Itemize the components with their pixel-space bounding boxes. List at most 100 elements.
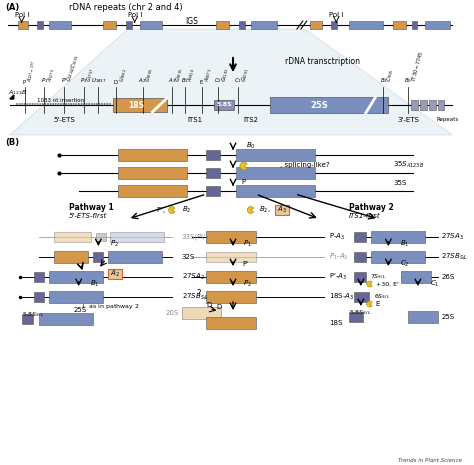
- Text: 5.8S: 5.8S: [216, 102, 232, 107]
- FancyBboxPatch shape: [49, 291, 103, 303]
- Text: $P_1$: $P_1$: [41, 76, 48, 85]
- Text: $7730-7745$: $7730-7745$: [409, 50, 425, 83]
- Text: $G_{3665}$: $G_{3665}$: [144, 67, 156, 83]
- Text: $P_2$: $P_2$: [243, 279, 252, 289]
- Text: $27SB_{S/L}$: $27SB_{S/L}$: [441, 252, 469, 262]
- Text: $C_{7635}$: $C_{7635}$: [384, 67, 397, 83]
- FancyBboxPatch shape: [408, 311, 438, 323]
- FancyBboxPatch shape: [118, 167, 187, 179]
- FancyBboxPatch shape: [118, 185, 187, 197]
- FancyBboxPatch shape: [420, 100, 427, 110]
- Text: $6S_{S/L}$: $6S_{S/L}$: [374, 293, 390, 301]
- FancyBboxPatch shape: [18, 21, 27, 29]
- Text: P-$A_3$: P-$A_3$: [329, 232, 346, 242]
- FancyBboxPatch shape: [39, 313, 93, 325]
- FancyBboxPatch shape: [35, 272, 44, 282]
- Text: 5'-ETS-first: 5'-ETS-first: [69, 213, 107, 219]
- FancyBboxPatch shape: [207, 231, 255, 243]
- FancyBboxPatch shape: [216, 21, 229, 29]
- FancyBboxPatch shape: [110, 232, 164, 242]
- Text: P',: P',: [157, 207, 167, 213]
- Text: 5'-ETS: 5'-ETS: [53, 117, 75, 123]
- Text: $G_{4261}$: $G_{4261}$: [239, 67, 251, 83]
- Text: ITS1-first: ITS1-first: [349, 213, 381, 219]
- FancyBboxPatch shape: [236, 185, 315, 197]
- Text: $A_3$: $A_3$: [168, 76, 176, 85]
- Text: P'-$A_3$: P'-$A_3$: [329, 272, 347, 282]
- FancyBboxPatch shape: [126, 21, 132, 29]
- Text: $P_1$: $P_1$: [243, 239, 252, 249]
- FancyBboxPatch shape: [349, 21, 383, 29]
- Text: $U_{1837}$: $U_{1837}$: [91, 76, 106, 85]
- Text: $7S_{S/L}$: $7S_{S/L}$: [370, 273, 386, 281]
- FancyBboxPatch shape: [438, 100, 445, 110]
- Wedge shape: [247, 206, 254, 213]
- FancyBboxPatch shape: [113, 98, 167, 112]
- Text: $G_{1424}/C_{1455}$: $G_{1424}/C_{1455}$: [65, 53, 82, 83]
- FancyBboxPatch shape: [425, 21, 450, 29]
- FancyBboxPatch shape: [207, 186, 220, 196]
- Wedge shape: [169, 206, 175, 213]
- FancyBboxPatch shape: [236, 149, 315, 161]
- FancyBboxPatch shape: [354, 252, 366, 262]
- FancyBboxPatch shape: [207, 291, 255, 303]
- Text: $C_2$: $C_2$: [400, 259, 410, 269]
- Text: $B_2$,: $B_2$,: [259, 205, 270, 215]
- FancyBboxPatch shape: [108, 269, 122, 279]
- FancyBboxPatch shape: [207, 317, 255, 329]
- Text: +30, E': +30, E': [375, 281, 399, 286]
- FancyBboxPatch shape: [428, 100, 436, 110]
- Text: D: D: [206, 302, 211, 308]
- Text: $35S_{A123B}$: $35S_{A123B}$: [393, 160, 424, 170]
- Text: $27SA_3$: $27SA_3$: [441, 232, 465, 242]
- FancyBboxPatch shape: [35, 292, 44, 302]
- Polygon shape: [10, 29, 452, 135]
- FancyBboxPatch shape: [310, 21, 322, 29]
- Text: $B_1$: $B_1$: [400, 239, 410, 249]
- FancyBboxPatch shape: [207, 168, 220, 178]
- Text: $B_0$: $B_0$: [404, 76, 412, 85]
- Text: $G_{1757}$: $G_{1757}$: [84, 67, 97, 83]
- FancyBboxPatch shape: [93, 252, 103, 262]
- Text: $A_3$: $A_3$: [277, 205, 287, 215]
- Text: Pathway 1: Pathway 1: [69, 202, 114, 212]
- Text: $A_2$: $A_2$: [110, 269, 120, 279]
- Text: IGS: IGS: [185, 18, 198, 27]
- Text: 25S: 25S: [441, 314, 455, 320]
- Text: $U_{3642}$: $U_{3642}$: [117, 67, 129, 83]
- FancyBboxPatch shape: [354, 272, 366, 282]
- Text: $A_{127-177}$: $A_{127-177}$: [26, 60, 38, 83]
- Text: Pol I: Pol I: [15, 12, 29, 18]
- Text: Trends in Plant Science: Trends in Plant Science: [398, 458, 462, 463]
- Text: rDNA transctription: rDNA transctription: [285, 58, 360, 66]
- Text: ITS1: ITS1: [187, 117, 202, 123]
- FancyBboxPatch shape: [207, 252, 255, 262]
- Text: 1083 nt insertion: 1083 nt insertion: [37, 98, 84, 102]
- FancyBboxPatch shape: [103, 21, 116, 29]
- Text: 18S: 18S: [329, 320, 343, 326]
- Text: $B_2$: $B_2$: [380, 76, 387, 85]
- Text: $B_1$: $B_1$: [91, 279, 100, 289]
- FancyBboxPatch shape: [54, 232, 91, 242]
- Text: $B_0$: $B_0$: [246, 141, 255, 151]
- FancyBboxPatch shape: [49, 21, 71, 29]
- Text: $B_2$: $B_2$: [182, 205, 191, 215]
- FancyBboxPatch shape: [118, 149, 187, 161]
- Text: 32S: 32S: [182, 254, 195, 260]
- Text: $A_{123}B$: $A_{123}B$: [8, 88, 27, 98]
- Text: 3'-ETS: 3'-ETS: [397, 117, 419, 123]
- Text: 20S: 20S: [166, 310, 179, 316]
- Text: $P_1$-$A_3$: $P_1$-$A_3$: [329, 252, 349, 262]
- FancyBboxPatch shape: [331, 21, 337, 29]
- FancyBboxPatch shape: [354, 232, 366, 242]
- Text: $5.8S_{S/L}$: $5.8S_{S/L}$: [349, 309, 371, 317]
- FancyBboxPatch shape: [251, 21, 277, 29]
- FancyBboxPatch shape: [412, 21, 417, 29]
- Text: $27SB_{S/L}$: $27SB_{S/L}$: [182, 292, 209, 302]
- FancyBboxPatch shape: [22, 314, 34, 324]
- FancyBboxPatch shape: [54, 251, 89, 263]
- Text: ?: ?: [196, 288, 201, 298]
- Text: E: E: [375, 301, 380, 307]
- Text: 35S: 35S: [393, 180, 407, 186]
- FancyBboxPatch shape: [393, 21, 406, 29]
